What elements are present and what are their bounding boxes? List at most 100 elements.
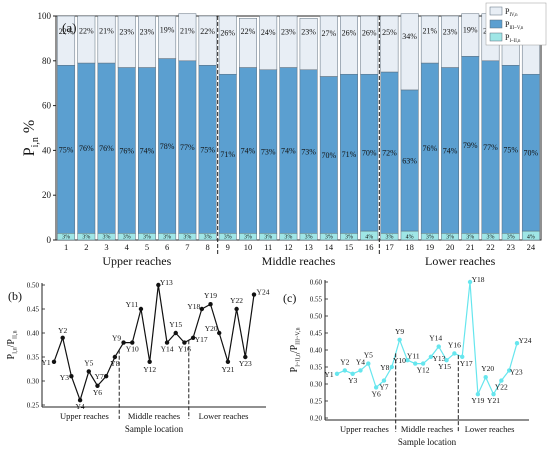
- y-tick-label: 0.35: [27, 354, 40, 362]
- bar-data-label: 3%: [264, 235, 272, 241]
- panel-b-chart: 0.25 0.30 0.35 0.40 0.45 0.50 Y1 Y2 Y3 Y4 Y5 Y6 Y7 Y8…: [6, 278, 270, 434]
- bar-segment-iv: [360, 15, 379, 75]
- point-label: Y22: [230, 296, 243, 305]
- bar-data-label: 76%: [119, 146, 134, 155]
- group-label: Middle reaches: [262, 254, 336, 268]
- bar-data-label: 3%: [224, 235, 232, 241]
- y-tick-label: 0.30: [310, 381, 323, 389]
- y-axis-label: PI,n/PII,n: [6, 331, 19, 360]
- point-label: Y5: [84, 358, 93, 367]
- x-tick-label: 17: [385, 242, 394, 252]
- data-point: [397, 337, 402, 342]
- x-tick-label: 10: [244, 242, 253, 252]
- x-tick-label: 18: [405, 242, 414, 252]
- bar-data-label: 3%: [507, 235, 515, 241]
- bar-data-label: 23%: [281, 27, 296, 36]
- bar-data-label: 3%: [426, 235, 434, 241]
- x-tick-label: 3: [104, 242, 108, 252]
- point-label: Y3: [60, 373, 69, 382]
- bar-segment-iv: [400, 13, 419, 91]
- legend-label: PIII~V,n: [505, 20, 524, 31]
- x-tick-label: 12: [284, 242, 293, 252]
- data-point: [190, 335, 196, 340]
- data-point: [86, 369, 91, 374]
- bar-data-label: 19%: [463, 26, 478, 35]
- data-point: [130, 340, 135, 345]
- point-label: Y4: [76, 402, 85, 411]
- data-point: [467, 279, 473, 285]
- point-label: Y7: [379, 383, 388, 392]
- y-tick-label: 20: [42, 190, 52, 200]
- data-point: [514, 341, 520, 346]
- point-label: Y2: [340, 357, 349, 366]
- bar-data-label: 3%: [123, 235, 131, 241]
- legend-swatch: [489, 32, 503, 42]
- bar-segment-iv: [57, 15, 76, 66]
- bar-data-label: 76%: [79, 144, 94, 153]
- data-point: [121, 340, 126, 345]
- bar-data-label: 25%: [382, 28, 397, 37]
- data-point: [95, 383, 100, 388]
- legend-swatch: [489, 19, 503, 29]
- data-point: [491, 392, 496, 397]
- point-label: Y8: [110, 359, 119, 368]
- y-tick-label: 0.40: [27, 330, 40, 338]
- point-label: Y19: [204, 291, 217, 300]
- bar-data-label: 3%: [345, 235, 353, 241]
- legend-swatch: [489, 6, 503, 16]
- data-point: [428, 354, 434, 359]
- point-label: Y4: [356, 357, 365, 366]
- legend-label: PI~II,n: [505, 33, 521, 44]
- bar-data-label: 3%: [204, 235, 212, 241]
- bar-segment-iv: [117, 15, 136, 68]
- group-label: Upper reaches: [60, 411, 109, 421]
- data-point: [334, 371, 340, 376]
- point-label: Y21: [221, 365, 234, 374]
- group-label: Middle reaches: [401, 424, 453, 434]
- bar-data-label: 23%: [140, 27, 155, 36]
- bar-data-label: 34%: [402, 32, 417, 41]
- x-tick-label: 1: [64, 242, 68, 252]
- y-tick-label: 0.20: [310, 415, 323, 423]
- x-tick-label: 9: [226, 242, 230, 252]
- bar-data-label: 70%: [321, 151, 336, 160]
- y-tick-label: 0.50: [310, 313, 323, 321]
- bar-segment-iv: [77, 15, 96, 64]
- y-tick-label: 0.60: [310, 279, 323, 287]
- bar-segment-iv: [279, 15, 298, 68]
- point-label: Y12: [417, 366, 430, 375]
- panel-a-chart: 3%75%22%13%76%22%23%76%21%33%76%23%43%74…: [21, 2, 547, 268]
- data-point: [483, 375, 488, 380]
- bar-data-label: 74%: [140, 146, 155, 155]
- bar-data-label: 3%: [62, 235, 70, 241]
- y-tick-label: 0.35: [310, 364, 323, 372]
- x-tick-label: 20: [446, 242, 455, 252]
- group-label: Middle reaches: [128, 411, 180, 421]
- point-label: Y14: [161, 345, 174, 354]
- bar-data-label: 21%: [99, 26, 114, 35]
- y-tick-label: 60: [42, 101, 52, 111]
- point-label: Y10: [126, 345, 139, 354]
- bar-data-label: 70%: [362, 149, 377, 158]
- panel-label: (b): [8, 289, 22, 303]
- data-point: [389, 364, 394, 370]
- bar-data-label: 3%: [446, 235, 454, 241]
- bar-segment-iv: [158, 15, 177, 59]
- bar-segment-iv: [198, 15, 217, 66]
- plot-frame: [55, 15, 542, 241]
- group-label: Lower reaches: [465, 424, 515, 434]
- point-label: Y18: [187, 302, 200, 311]
- data-point: [342, 368, 348, 373]
- data-point: [243, 354, 248, 360]
- x-tick-label: 14: [325, 242, 334, 252]
- bar-data-label: 3%: [486, 235, 494, 241]
- data-point: [69, 374, 74, 379]
- point-label: Y8: [380, 363, 389, 372]
- bar-data-label: 23%: [301, 27, 316, 36]
- point-label: Y9: [112, 334, 121, 343]
- point-label: Y2: [58, 326, 67, 335]
- data-point: [506, 368, 512, 373]
- y-tick-label: 0.45: [310, 330, 323, 338]
- point-label: Y16: [178, 345, 191, 354]
- bar-data-label: 3%: [325, 235, 333, 241]
